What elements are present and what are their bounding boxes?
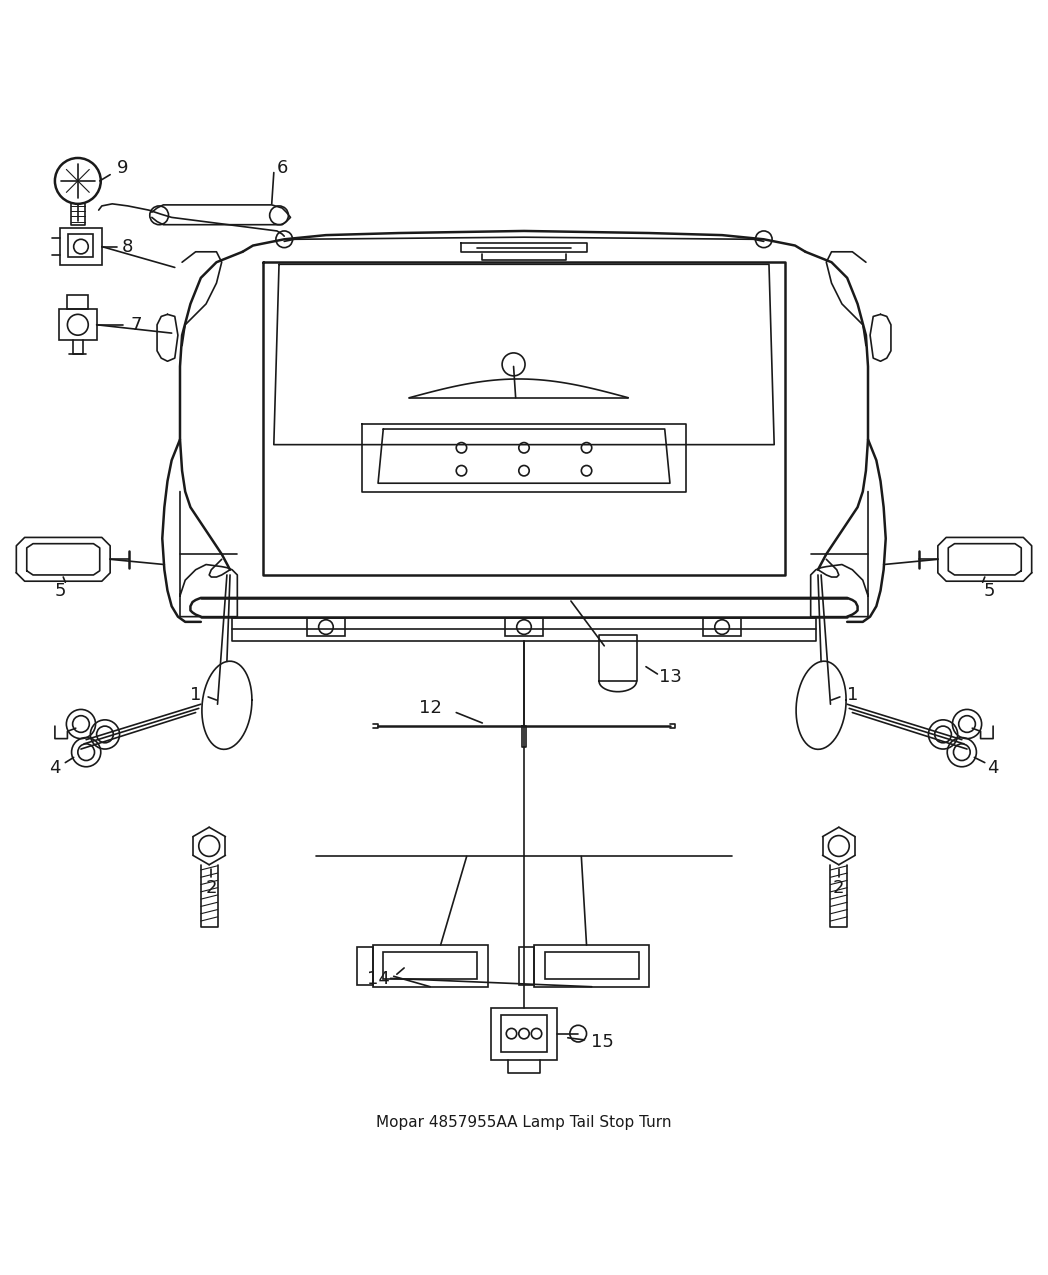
Text: 2: 2 (833, 878, 845, 896)
Bar (501, 1015, 547, 1052)
Text: 9: 9 (117, 159, 129, 177)
Bar (505, 617, 543, 636)
Text: 2: 2 (205, 878, 217, 896)
Bar (534, 945, 649, 987)
Text: 13: 13 (658, 668, 681, 686)
Text: 7: 7 (130, 316, 141, 334)
Bar (519, 947, 534, 984)
Text: 4: 4 (49, 759, 61, 776)
Bar (68, 235, 93, 258)
Text: 8: 8 (123, 237, 133, 255)
Text: 5: 5 (54, 581, 66, 599)
Text: 14: 14 (367, 970, 390, 988)
Bar (545, 952, 638, 979)
Bar (384, 952, 477, 979)
Text: Mopar 4857955AA Lamp Tail Stop Turn: Mopar 4857955AA Lamp Tail Stop Turn (376, 1114, 672, 1130)
Bar (357, 947, 373, 984)
Bar (703, 617, 741, 636)
Bar (60, 228, 102, 265)
Bar (59, 309, 96, 340)
Text: 15: 15 (591, 1033, 614, 1051)
Bar (67, 295, 88, 309)
Bar (307, 617, 345, 636)
Text: 5: 5 (983, 581, 995, 599)
Bar (373, 945, 487, 987)
Text: 6: 6 (277, 159, 288, 177)
Text: 4: 4 (987, 759, 999, 776)
Text: 1: 1 (847, 686, 858, 704)
Text: 12: 12 (419, 700, 441, 718)
Bar (490, 1007, 558, 1060)
Text: 1: 1 (190, 686, 201, 704)
